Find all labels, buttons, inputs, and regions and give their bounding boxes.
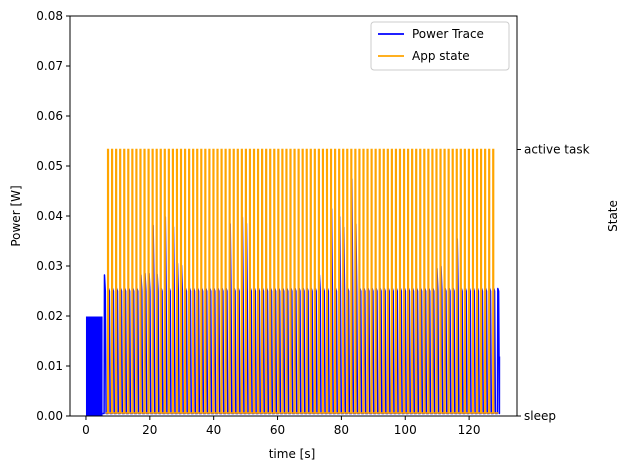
legend-label-power-trace: Power Trace [412, 27, 484, 41]
x-tick-label: 120 [458, 423, 481, 437]
y-tick-label: 0.07 [36, 59, 63, 73]
x-tick-label: 20 [142, 423, 157, 437]
y-axis: 0.00 0.01 0.02 0.03 0.04 0.05 0.06 0.07 0.08 [36, 9, 70, 423]
legend: Power Trace App state [370, 21, 510, 71]
app-state-line [105, 148, 499, 414]
x-tick-label: 40 [206, 423, 221, 437]
x-tick-label: 80 [334, 423, 349, 437]
legend-label-app-state: App state [412, 49, 470, 63]
secondary-y-axis: sleep active task [517, 143, 590, 423]
x-tick-label: 100 [394, 423, 417, 437]
y-tick-label: 0.08 [36, 9, 63, 23]
y-tick-label: 0.05 [36, 159, 63, 173]
y-tick-label: 0.00 [36, 409, 63, 423]
x-axis-label: time [s] [269, 447, 316, 461]
y2-tick-label: active task [524, 143, 590, 157]
y-tick-label: 0.01 [36, 359, 63, 373]
x-tick-label: 0 [82, 423, 90, 437]
power-trace-startup-block [85, 316, 103, 416]
y2-tick-label: sleep [524, 409, 556, 423]
y-tick-label: 0.03 [36, 259, 63, 273]
x-axis: 0 20 40 60 80 100 120 [82, 416, 481, 437]
y-tick-label: 0.02 [36, 309, 63, 323]
secondary-y-axis-label: State [606, 200, 620, 232]
y-tick-label: 0.04 [36, 209, 63, 223]
plot-area [85, 148, 501, 416]
axes-frame [69, 15, 518, 417]
legend-box [370, 21, 510, 71]
x-tick-label: 60 [270, 423, 285, 437]
y-tick-label: 0.06 [36, 109, 63, 123]
y-axis-label: Power [W] [9, 185, 23, 246]
